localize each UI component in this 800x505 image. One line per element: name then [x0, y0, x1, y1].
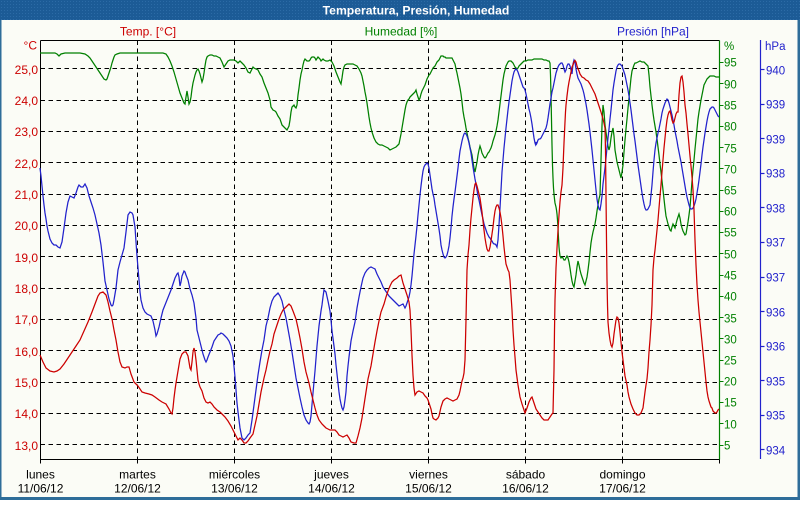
svg-text:936: 936 [766, 342, 785, 354]
svg-text:939: 939 [766, 135, 785, 147]
svg-text:30: 30 [724, 335, 737, 347]
svg-text:60: 60 [724, 207, 737, 219]
svg-text:50: 50 [724, 250, 737, 262]
svg-text:viernes: viernes [409, 468, 448, 482]
svg-text:martes: martes [119, 468, 156, 482]
svg-text:65: 65 [724, 186, 737, 198]
svg-text:10: 10 [724, 420, 737, 432]
svg-text:miércoles: miércoles [209, 468, 260, 482]
svg-text:70: 70 [724, 165, 737, 177]
svg-text:23,0: 23,0 [15, 125, 39, 139]
svg-text:938: 938 [766, 169, 785, 181]
svg-text:domingo: domingo [599, 468, 645, 482]
svg-text:936: 936 [766, 308, 785, 320]
svg-text:934: 934 [766, 446, 786, 458]
svg-text:16,0: 16,0 [15, 345, 39, 359]
svg-text:935: 935 [766, 377, 785, 389]
svg-text:jueves: jueves [313, 468, 349, 482]
svg-text:15/06/12: 15/06/12 [405, 482, 452, 496]
svg-text:935: 935 [766, 411, 785, 423]
svg-text:Temperatura, Presión, Humedad: Temperatura, Presión, Humedad [323, 4, 510, 18]
svg-text:Temp. [°C]: Temp. [°C] [120, 25, 176, 39]
svg-text:25: 25 [724, 356, 737, 368]
svg-text:5: 5 [724, 441, 730, 453]
svg-text:45: 45 [724, 271, 737, 283]
svg-text:12/06/12: 12/06/12 [114, 482, 161, 496]
svg-text:14,0: 14,0 [15, 407, 39, 421]
svg-text:25,0: 25,0 [15, 63, 39, 77]
svg-text:939: 939 [766, 100, 785, 112]
svg-text:13/06/12: 13/06/12 [211, 482, 258, 496]
svg-text:20: 20 [724, 377, 737, 389]
svg-text:90: 90 [724, 80, 737, 92]
svg-text:13,0: 13,0 [15, 439, 39, 453]
svg-text:11/06/12: 11/06/12 [18, 482, 64, 496]
svg-text:15,0: 15,0 [15, 376, 39, 390]
svg-text:75: 75 [724, 144, 737, 156]
svg-text:940: 940 [766, 66, 785, 78]
svg-text:%: % [724, 41, 734, 53]
svg-text:35: 35 [724, 314, 737, 326]
svg-text:17/06/12: 17/06/12 [599, 482, 646, 496]
svg-text:14/06/12: 14/06/12 [308, 482, 355, 496]
svg-text:16/06/12: 16/06/12 [502, 482, 549, 496]
svg-text:938: 938 [766, 204, 785, 216]
svg-text:55: 55 [724, 228, 737, 240]
svg-text:20,0: 20,0 [15, 219, 39, 233]
svg-text:40: 40 [724, 292, 737, 304]
svg-text:24,0: 24,0 [15, 94, 39, 108]
svg-text:17,0: 17,0 [15, 313, 39, 327]
svg-text:Humedad [%]: Humedad [%] [365, 25, 438, 39]
svg-text:lunes: lunes [26, 468, 55, 482]
svg-text:22,0: 22,0 [15, 157, 39, 171]
svg-text:21,0: 21,0 [15, 188, 39, 202]
svg-text:937: 937 [766, 238, 785, 250]
svg-text:85: 85 [724, 101, 737, 113]
svg-text:15: 15 [724, 398, 737, 410]
svg-text:19,0: 19,0 [15, 251, 39, 265]
svg-text:hPa: hPa [765, 41, 786, 53]
svg-text:937: 937 [766, 273, 785, 285]
svg-text:Presión [hPa]: Presión [hPa] [617, 25, 689, 39]
svg-text:95: 95 [724, 58, 737, 70]
svg-text:18,0: 18,0 [15, 282, 39, 296]
svg-text:°C: °C [24, 39, 38, 53]
svg-text:sábado: sábado [506, 468, 546, 482]
svg-text:80: 80 [724, 122, 737, 134]
